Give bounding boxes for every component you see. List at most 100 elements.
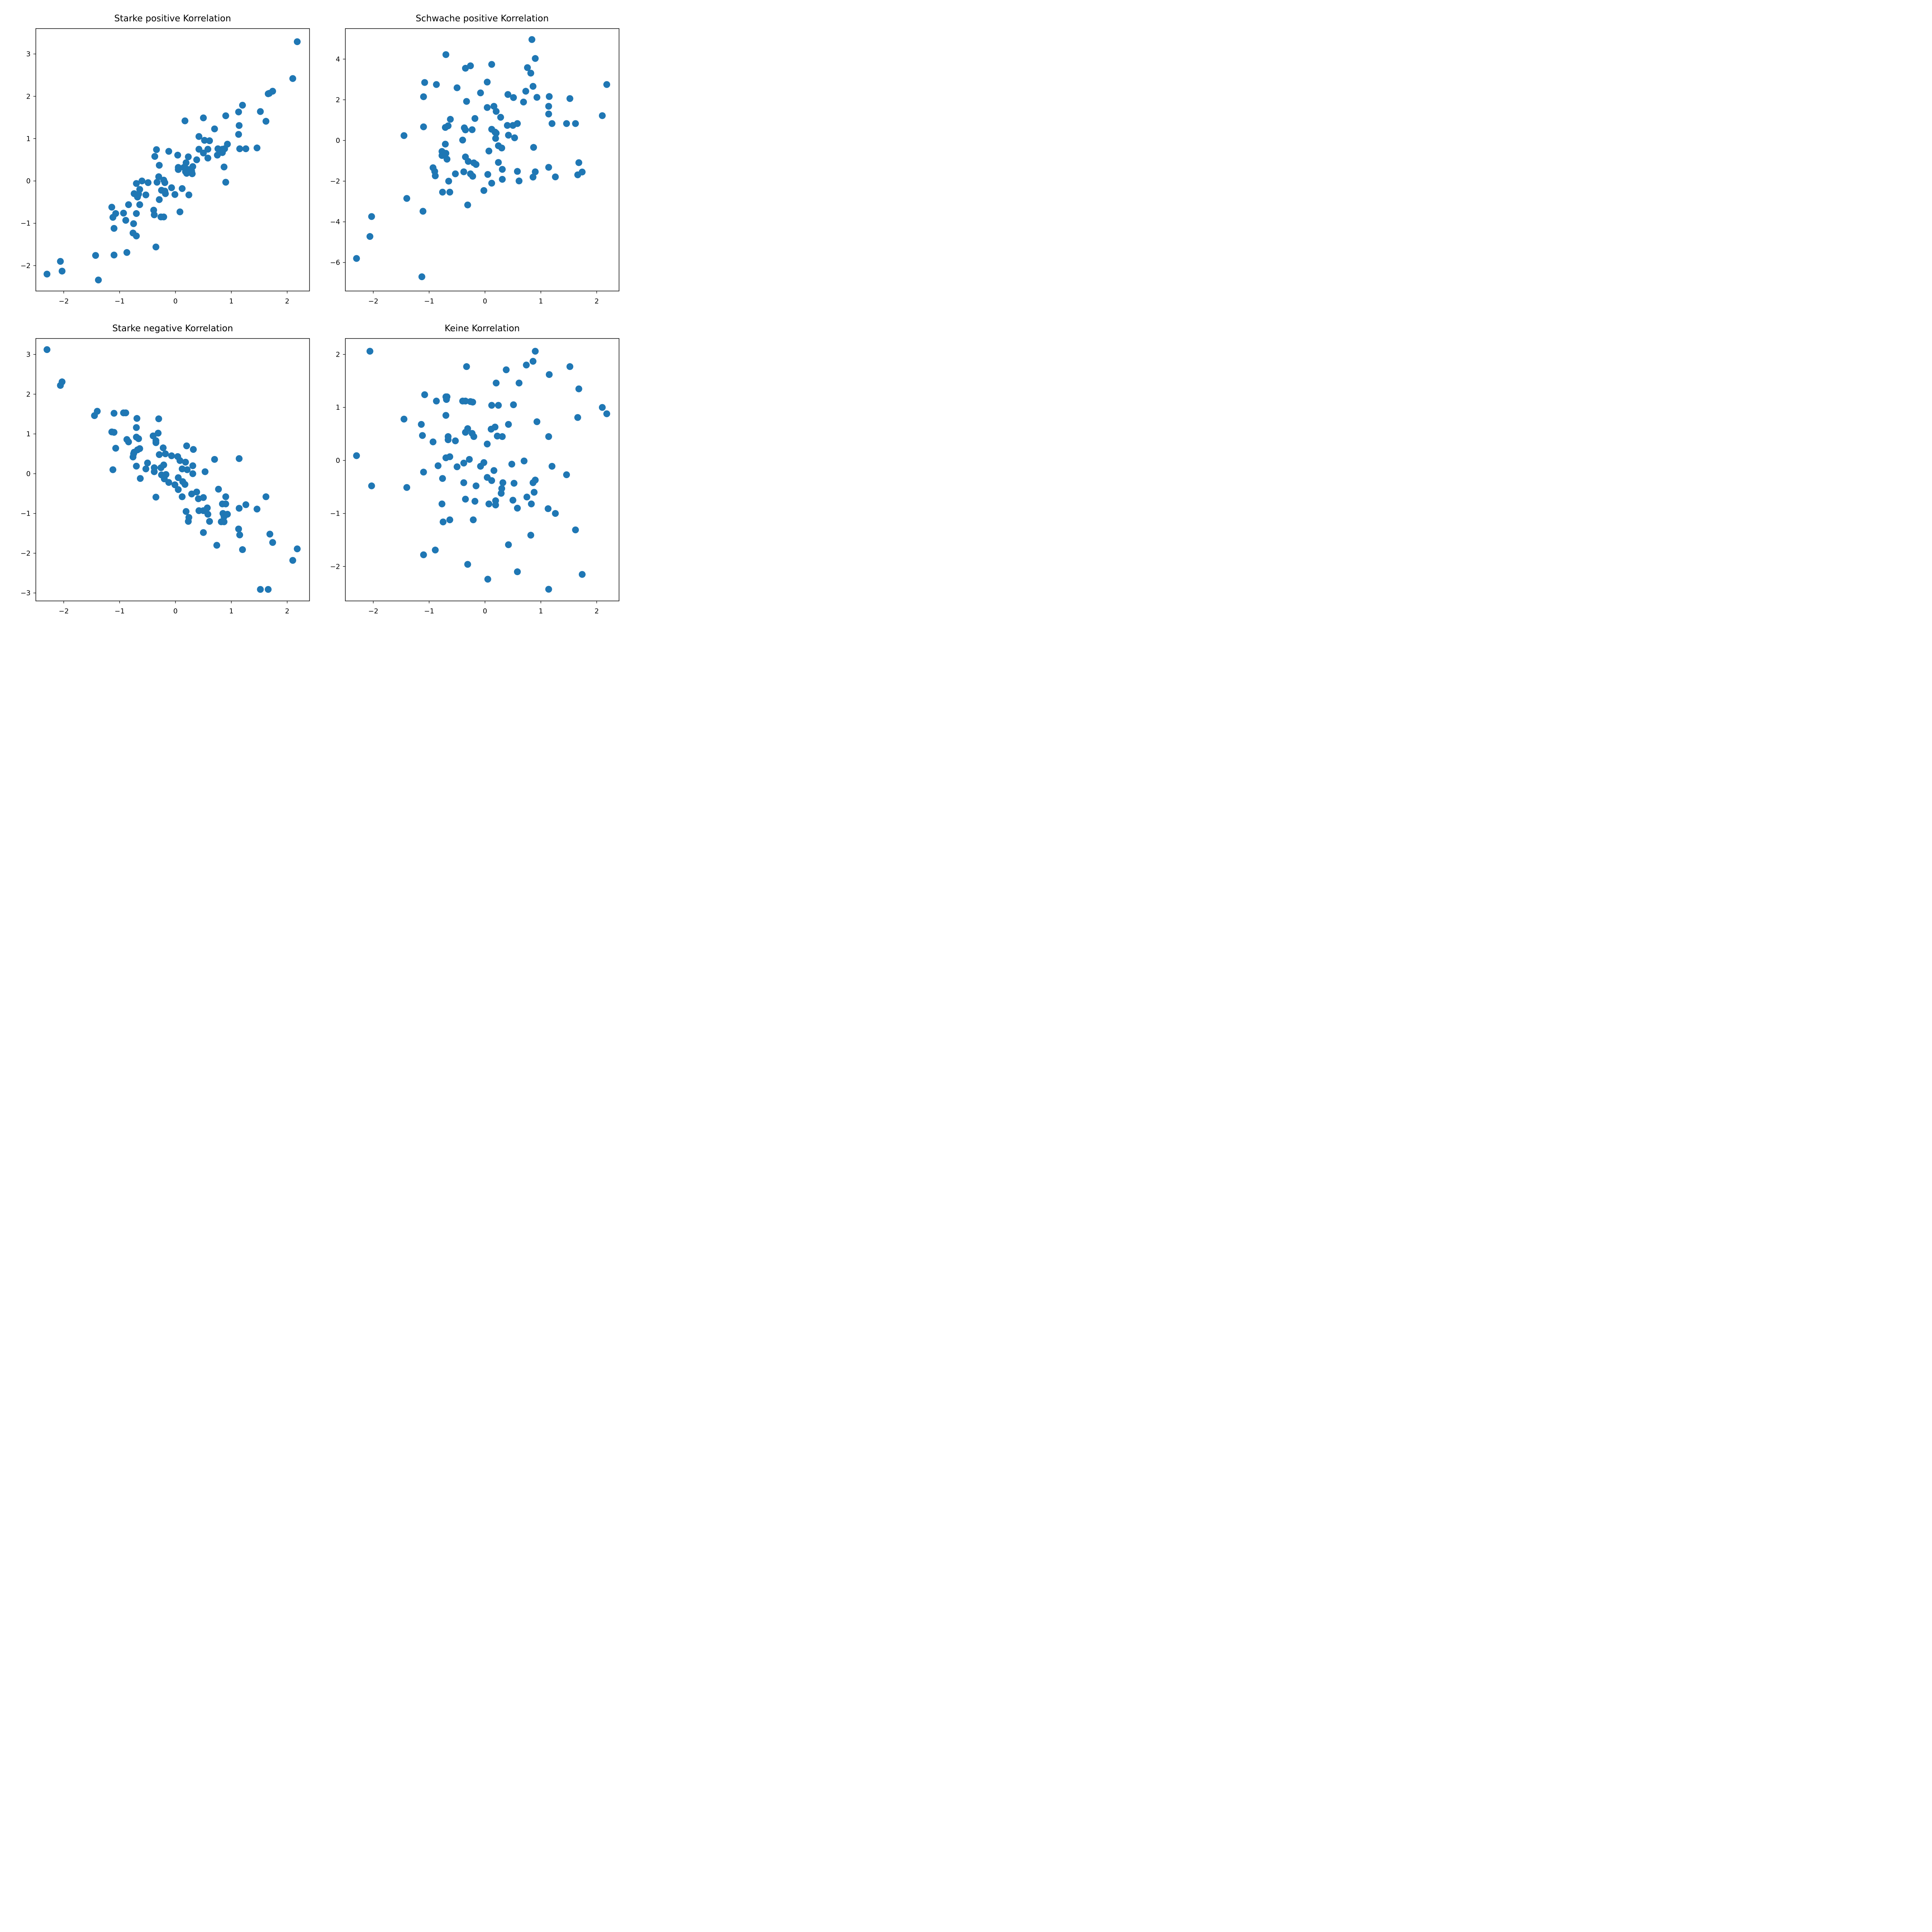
data-point [289, 557, 296, 564]
data-point [235, 455, 243, 462]
data-point [563, 471, 570, 479]
data-point [366, 348, 374, 355]
data-point [366, 233, 374, 240]
data-point [419, 432, 426, 439]
data-point [94, 408, 101, 415]
data-point [137, 475, 144, 482]
data-point [529, 83, 537, 90]
data-point [545, 433, 552, 440]
data-point [43, 346, 51, 353]
y-tick-label: 1 [26, 135, 31, 143]
data-point [499, 433, 506, 440]
data-point [155, 429, 162, 437]
data-point [262, 493, 270, 500]
data-point [514, 168, 521, 175]
data-point [460, 479, 467, 486]
data-point [464, 561, 471, 568]
y-tick-label: 1 [336, 404, 340, 412]
data-point [603, 81, 610, 88]
data-point [462, 495, 469, 503]
y-tick-label: 3 [26, 50, 31, 58]
data-point [599, 404, 606, 411]
data-point [176, 457, 184, 464]
x-tick-label: −2 [59, 297, 69, 305]
data-point [433, 397, 440, 405]
data-point [572, 526, 579, 533]
data-point [483, 104, 491, 111]
data-point [545, 505, 552, 512]
data-point [578, 571, 586, 578]
data-point [523, 493, 530, 501]
data-point [509, 497, 516, 504]
data-point [175, 486, 182, 493]
data-point [533, 94, 541, 101]
data-point [480, 187, 487, 194]
data-point [242, 501, 250, 508]
data-point [473, 161, 480, 168]
data-point [195, 146, 202, 153]
x-tick-label: 1 [539, 607, 543, 615]
data-point [269, 88, 276, 95]
data-point [133, 462, 140, 470]
data-point [133, 424, 140, 431]
data-point [471, 115, 479, 122]
y-tick-label: 2 [26, 93, 31, 101]
data-point [493, 380, 500, 387]
data-point [575, 159, 582, 166]
y-tick-label: 2 [26, 390, 31, 398]
y-tick-label: −2 [330, 563, 340, 571]
data-point [144, 179, 152, 186]
data-point [151, 211, 158, 219]
data-point [492, 135, 499, 142]
data-point [184, 466, 191, 473]
data-point [289, 75, 296, 82]
data-point [498, 144, 506, 152]
data-point [235, 108, 242, 116]
data-point [162, 471, 169, 478]
data-point [179, 185, 186, 192]
data-point [433, 81, 440, 88]
data-point [440, 518, 447, 526]
y-tick-label: 2 [336, 96, 340, 104]
data-point [254, 144, 261, 152]
y-tick-label: 1 [26, 430, 31, 438]
data-point [460, 168, 467, 175]
data-point [235, 131, 242, 138]
data-point [182, 117, 189, 124]
data-point [235, 525, 242, 533]
data-point [464, 158, 472, 165]
x-tick-label: 2 [285, 607, 289, 615]
y-tick-label: −3 [21, 589, 31, 597]
data-point [483, 78, 491, 86]
data-point [471, 497, 479, 505]
x-tick-label: −1 [424, 297, 434, 305]
data-point [532, 55, 539, 62]
data-point [442, 51, 450, 58]
data-point [444, 393, 451, 400]
x-tick-label: 0 [483, 607, 487, 615]
data-point [418, 421, 425, 428]
data-point [239, 546, 246, 553]
data-point [566, 363, 574, 370]
x-tick-label: −1 [424, 607, 434, 615]
data-point [459, 136, 466, 144]
y-tick-label: 0 [336, 457, 340, 465]
data-point [464, 425, 471, 432]
data-point [152, 493, 159, 501]
axes-frame [35, 28, 310, 291]
data-point [528, 500, 535, 508]
axes-frame [345, 28, 619, 291]
data-point [159, 444, 167, 452]
data-point [211, 125, 218, 132]
data-point [151, 468, 158, 475]
y-tick-label: −2 [330, 178, 340, 186]
data-point [201, 137, 208, 144]
data-point [400, 132, 408, 139]
data-point [204, 155, 211, 162]
data-point [491, 423, 499, 431]
data-point [434, 462, 442, 469]
data-point [480, 459, 487, 466]
data-point [182, 458, 189, 466]
data-point [120, 210, 127, 217]
data-point [156, 451, 163, 458]
